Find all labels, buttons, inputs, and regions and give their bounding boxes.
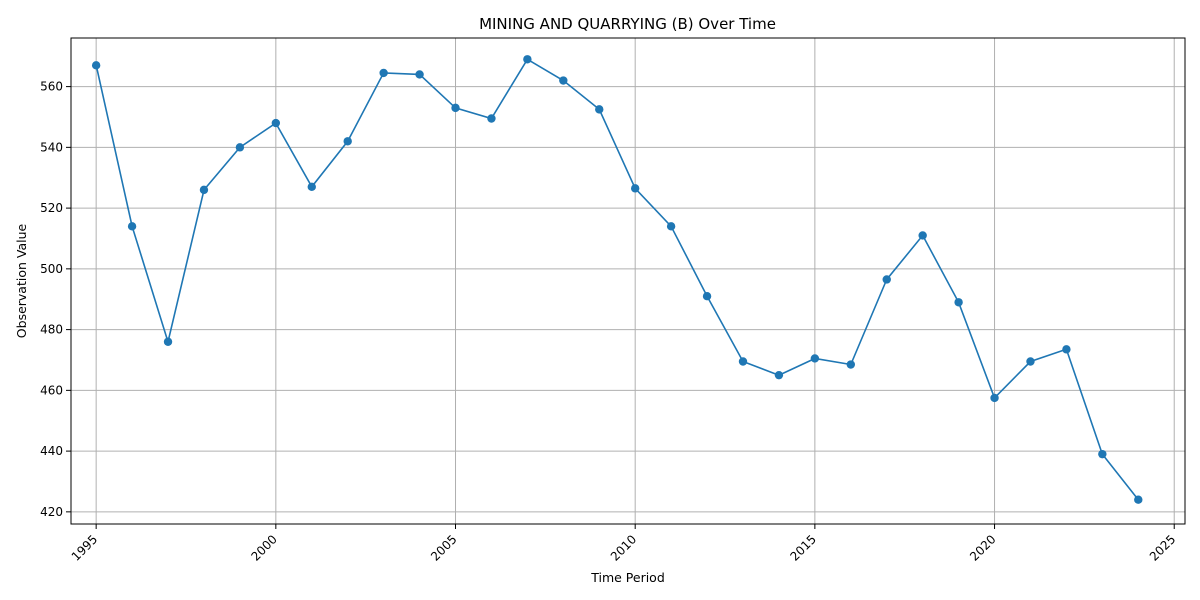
data-point [199, 185, 209, 195]
data-point [523, 55, 532, 64]
data-point [882, 275, 891, 284]
data-point [559, 76, 568, 85]
y-tick-label: 420 [40, 505, 63, 519]
data-point [1062, 345, 1071, 354]
y-tick-label: 460 [40, 383, 63, 397]
data-point [379, 68, 388, 78]
x-tick-label: 2005 [428, 532, 459, 563]
data-point [990, 393, 999, 403]
y-tick-label: 540 [40, 140, 63, 154]
data-point [451, 103, 460, 113]
x-tick-label: 2025 [1147, 532, 1178, 563]
data-point [774, 370, 784, 380]
data-point [343, 137, 352, 146]
x-axis-ticks: 1995 2000 2005 2010 2015 2020 2025 [69, 524, 1178, 564]
data-point [918, 231, 927, 240]
data-point [91, 61, 101, 70]
y-tick-label: 520 [40, 201, 63, 215]
data-point [1134, 495, 1143, 504]
x-tick-label: 2020 [967, 532, 998, 563]
plot-frame [70, 37, 1186, 525]
data-point [271, 118, 281, 128]
data-point [846, 360, 855, 369]
data-point [630, 184, 640, 193]
data-point [127, 222, 137, 231]
y-tick-label: 560 [40, 80, 63, 94]
data-point [307, 182, 316, 192]
x-tick-label: 2010 [608, 532, 639, 563]
data-point [666, 222, 676, 231]
data-point [810, 354, 820, 363]
data-point [702, 291, 712, 301]
data-point [738, 357, 748, 366]
y-tick-label: 480 [40, 323, 63, 337]
x-tick-label: 1995 [69, 532, 100, 563]
x-tick-label: 2000 [248, 532, 279, 563]
y-axis-ticks: 420 440 460 480 500 520 540 560 [40, 80, 71, 519]
data-point [235, 143, 245, 152]
chart-title: MINING AND QUARRYING (B) Over Time [479, 15, 776, 33]
x-axis-label: Time Period [590, 570, 665, 585]
grid-lines [71, 38, 1185, 524]
data-point [1026, 357, 1035, 366]
y-tick-label: 500 [40, 262, 63, 276]
data-point [595, 105, 604, 114]
data-points [91, 55, 1143, 504]
data-point [415, 70, 424, 79]
data-point [163, 337, 173, 346]
x-tick-label: 2015 [787, 532, 818, 563]
y-tick-label: 440 [40, 444, 63, 458]
data-point [487, 114, 496, 123]
y-axis-label: Observation Value [14, 223, 29, 338]
data-point [1098, 449, 1107, 459]
series-line [95, 58, 1139, 501]
data-point [954, 298, 963, 307]
